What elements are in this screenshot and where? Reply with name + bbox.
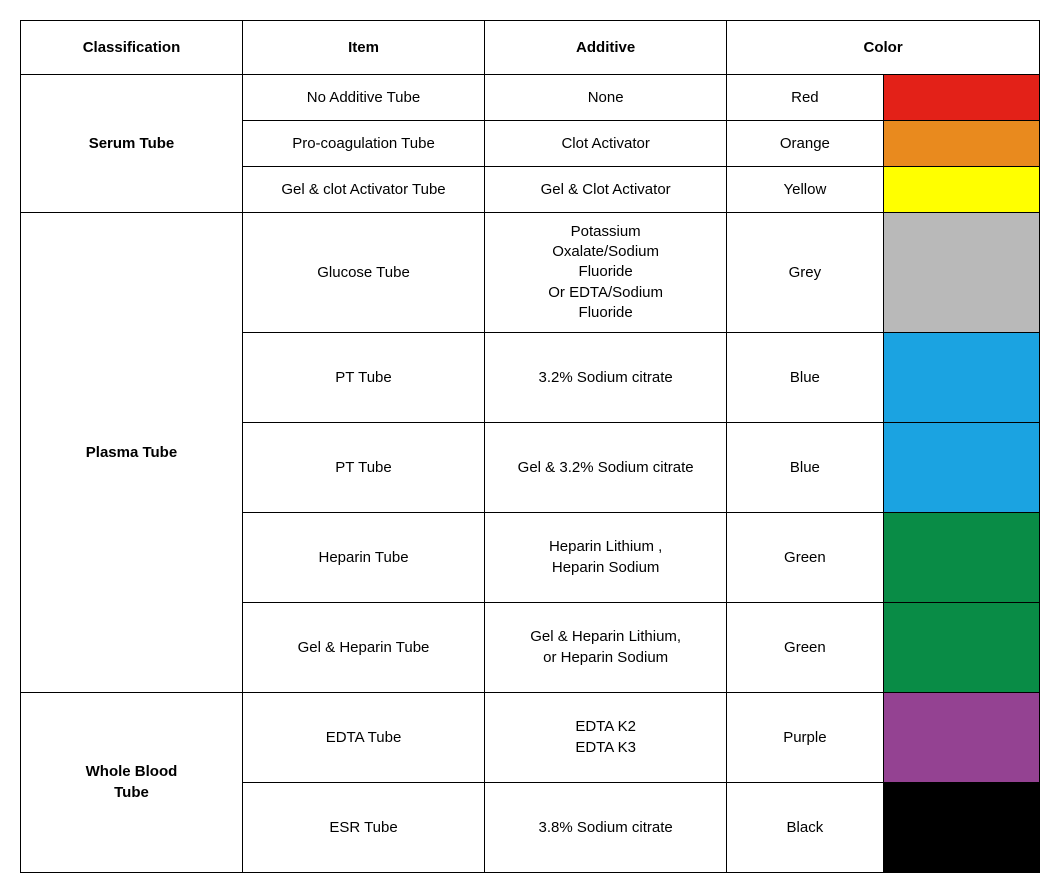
table-row: Whole BloodTube EDTA Tube EDTA K2EDTA K3… [21, 693, 1040, 783]
additive-cell: None [485, 75, 727, 121]
header-item: Item [242, 21, 484, 75]
color-swatch [883, 603, 1039, 693]
item-cell: Pro-coagulation Tube [242, 121, 484, 167]
item-cell: PT Tube [242, 423, 484, 513]
additive-cell: PotassiumOxalate/SodiumFluorideOr EDTA/S… [485, 213, 727, 333]
tube-table: Classification Item Additive Color Serum… [20, 20, 1040, 873]
additive-cell: Gel & 3.2% Sodium citrate [485, 423, 727, 513]
additive-cell: Gel & Clot Activator [485, 167, 727, 213]
item-cell: Heparin Tube [242, 513, 484, 603]
color-name-cell: Green [727, 513, 883, 603]
color-swatch [883, 75, 1039, 121]
header-classification: Classification [21, 21, 243, 75]
color-name-cell: Red [727, 75, 883, 121]
color-swatch [883, 167, 1039, 213]
color-swatch [883, 213, 1039, 333]
color-swatch [883, 333, 1039, 423]
color-name-cell: Green [727, 603, 883, 693]
item-cell: Glucose Tube [242, 213, 484, 333]
color-name-cell: Yellow [727, 167, 883, 213]
additive-cell: Gel & Heparin Lithium,or Heparin Sodium [485, 603, 727, 693]
tube-classification-table: Classification Item Additive Color Serum… [20, 20, 1040, 873]
table-row: Plasma Tube Glucose Tube PotassiumOxalat… [21, 213, 1040, 333]
classification-cell: Whole BloodTube [21, 693, 243, 873]
table-header-row: Classification Item Additive Color [21, 21, 1040, 75]
additive-cell: 3.2% Sodium citrate [485, 333, 727, 423]
item-cell: EDTA Tube [242, 693, 484, 783]
classification-cell: Serum Tube [21, 75, 243, 213]
color-swatch [883, 121, 1039, 167]
color-name-cell: Blue [727, 423, 883, 513]
color-swatch [883, 423, 1039, 513]
color-swatch [883, 693, 1039, 783]
color-name-cell: Blue [727, 333, 883, 423]
header-color: Color [727, 21, 1040, 75]
item-cell: No Additive Tube [242, 75, 484, 121]
table-row: Serum Tube No Additive Tube None Red [21, 75, 1040, 121]
classification-cell: Plasma Tube [21, 213, 243, 693]
color-name-cell: Purple [727, 693, 883, 783]
additive-cell: Clot Activator [485, 121, 727, 167]
item-cell: Gel & Heparin Tube [242, 603, 484, 693]
color-name-cell: Orange [727, 121, 883, 167]
additive-cell: Heparin Lithium ,Heparin Sodium [485, 513, 727, 603]
header-additive: Additive [485, 21, 727, 75]
additive-cell: EDTA K2EDTA K3 [485, 693, 727, 783]
color-name-cell: Grey [727, 213, 883, 333]
color-swatch [883, 513, 1039, 603]
item-cell: Gel & clot Activator Tube [242, 167, 484, 213]
item-cell: PT Tube [242, 333, 484, 423]
